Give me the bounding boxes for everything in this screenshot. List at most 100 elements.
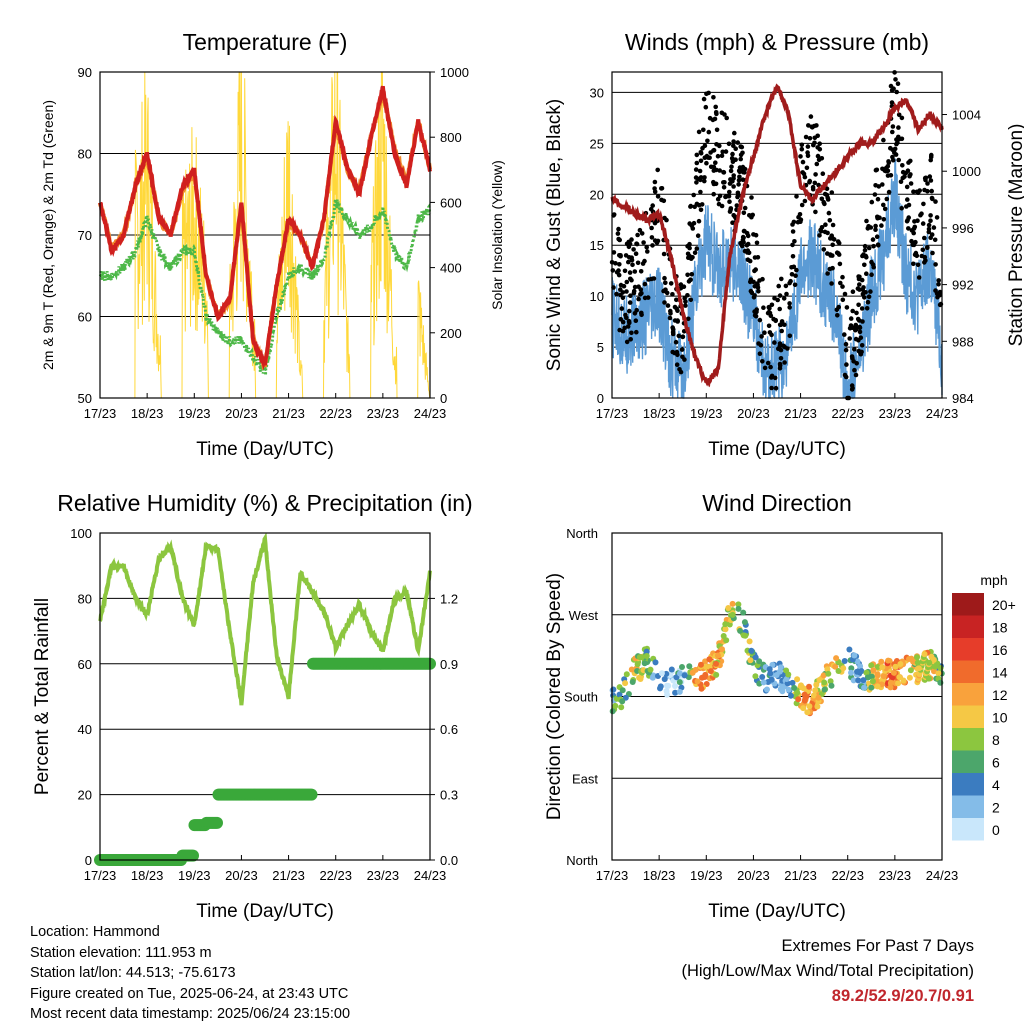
gust-point — [692, 204, 697, 210]
gust-point — [849, 387, 855, 392]
gust-point — [754, 240, 760, 246]
temp-ytick-left: 70 — [78, 228, 92, 243]
gust-point — [905, 218, 910, 223]
gust-point — [766, 323, 772, 329]
gust-point — [652, 220, 658, 226]
dir-frame — [611, 532, 943, 861]
temp-xtick: 20/23 — [225, 406, 258, 421]
gust-point — [744, 243, 750, 248]
gust-point — [611, 212, 617, 217]
direction-point — [833, 655, 840, 662]
gust-point — [713, 104, 718, 110]
gust-point — [881, 137, 886, 143]
gust-point — [730, 220, 735, 225]
gust-point — [635, 260, 641, 266]
gust-point — [626, 318, 632, 324]
gust-point — [620, 328, 626, 334]
gust-point — [614, 291, 619, 297]
gust-point — [844, 305, 850, 310]
direction-point — [713, 660, 719, 667]
gust-point — [633, 251, 639, 256]
gust-point — [871, 243, 876, 249]
gust-point — [711, 147, 717, 153]
colorbar-swatch — [952, 795, 984, 818]
gust-point — [731, 139, 736, 144]
gust-point — [777, 293, 783, 298]
latlon-text: Station lat/lon: 44.513; -75.6173 — [30, 965, 236, 981]
gust-point — [760, 359, 765, 364]
direction-point — [854, 658, 861, 665]
gust-point — [761, 305, 766, 311]
direction-point — [854, 668, 860, 675]
rh-ylabel-left: Percent & Total Rainfall — [32, 598, 53, 795]
gust-point — [702, 175, 707, 180]
dir-ytick: West — [569, 608, 599, 623]
gust-point — [916, 275, 922, 280]
gust-point — [889, 100, 895, 105]
gust-point — [864, 306, 870, 311]
wind-ytick-left: 25 — [590, 136, 604, 151]
direction-point — [900, 677, 907, 684]
gust-point — [693, 175, 699, 180]
gust-point — [922, 235, 927, 241]
direction-point — [725, 605, 732, 611]
gust-point — [711, 95, 716, 100]
direction-point — [622, 680, 629, 687]
gust-point — [648, 206, 654, 212]
direction-point — [756, 658, 763, 665]
direction-point — [925, 675, 932, 682]
gust-point — [638, 292, 643, 297]
gust-point — [748, 277, 754, 282]
direction-point — [810, 692, 817, 699]
gust-point — [661, 251, 667, 257]
gust-point — [900, 163, 905, 168]
direction-point — [800, 685, 807, 692]
direction-point — [863, 669, 870, 676]
temp-xtick: 21/23 — [272, 406, 305, 421]
gust-point — [790, 229, 796, 234]
gust-point — [779, 319, 785, 324]
gust-point — [752, 309, 757, 314]
direction-point — [707, 668, 714, 675]
gust-point — [625, 324, 631, 329]
colorbar-swatch — [952, 638, 984, 661]
direction-point — [806, 703, 813, 710]
gust-point — [862, 247, 868, 253]
gust-point — [813, 209, 818, 215]
gust-point — [751, 232, 756, 237]
gust-point — [814, 161, 820, 167]
direction-point — [841, 658, 848, 664]
gust-point — [745, 233, 751, 239]
direction-point — [874, 672, 881, 679]
gust-point — [655, 238, 661, 244]
gust-point — [769, 302, 775, 308]
direction-point — [610, 686, 617, 693]
direction-point — [827, 678, 834, 685]
direction-point — [801, 691, 808, 698]
gust-point — [875, 215, 880, 221]
gust-point — [931, 225, 937, 230]
gust-point — [836, 240, 842, 246]
wind-ytick-right: 992 — [952, 278, 974, 293]
gust-point — [862, 243, 868, 249]
gust-point — [629, 277, 634, 283]
gust-point — [757, 317, 763, 323]
gust-point — [866, 294, 872, 300]
gust-point — [719, 153, 725, 158]
rh-ytick-left: 0 — [85, 853, 92, 868]
gust-point — [626, 239, 632, 245]
gust-point — [915, 262, 921, 268]
gust-point — [726, 141, 732, 147]
direction-point — [874, 683, 881, 690]
gust-point — [777, 322, 783, 328]
direction-point — [748, 647, 755, 654]
gust-point — [632, 284, 638, 290]
direction-point — [914, 659, 921, 666]
gust-point — [918, 212, 923, 218]
gust-point — [914, 189, 920, 195]
gust-point — [907, 173, 912, 179]
gust-point — [685, 293, 690, 298]
gust-point — [767, 305, 772, 311]
gust-point — [899, 115, 905, 121]
gust-point — [776, 283, 781, 289]
